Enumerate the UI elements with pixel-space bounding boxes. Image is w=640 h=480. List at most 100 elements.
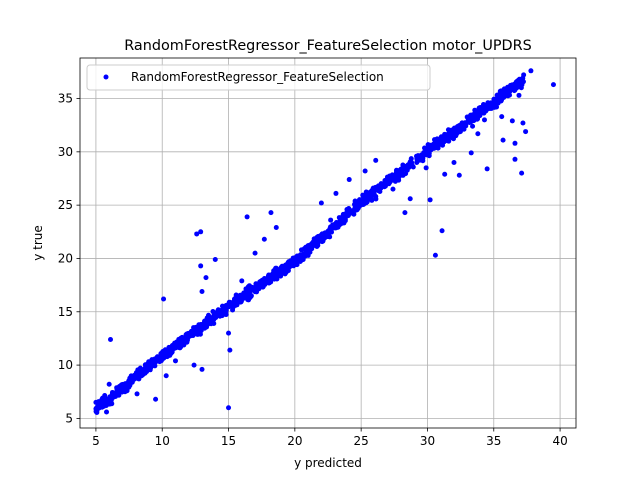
scatter-point: [309, 240, 315, 246]
scatter-point: [260, 283, 266, 289]
scatter-point: [432, 252, 438, 258]
scatter-point: [523, 129, 529, 135]
scatter-point: [223, 309, 229, 315]
x-tick-label: 25: [354, 434, 369, 448]
scatter-point: [97, 403, 103, 409]
scatter-point: [362, 168, 368, 174]
scatter-point: [293, 262, 299, 268]
scatter-point: [268, 210, 274, 216]
scatter-point: [366, 190, 372, 196]
scatter-point: [232, 296, 237, 302]
scatter-point: [426, 153, 432, 159]
x-tick-label: 40: [552, 434, 567, 448]
scatter-point: [227, 347, 233, 353]
y-tick-label: 30: [58, 145, 73, 159]
scatter-point: [439, 138, 445, 144]
scatter-point: [396, 174, 402, 180]
scatter-point: [230, 307, 236, 313]
scatter-point: [327, 234, 333, 240]
scatter-point: [305, 243, 311, 249]
scatter-point: [432, 145, 438, 151]
scatter-point: [390, 186, 396, 192]
scatter-point: [163, 373, 169, 379]
scatter-point: [153, 357, 158, 363]
scatter-point: [393, 167, 399, 173]
y-tick-label: 35: [58, 92, 73, 106]
scatter-point: [226, 405, 232, 411]
scatter-point: [475, 131, 481, 137]
scatter-point: [244, 293, 250, 299]
scatter-point: [408, 156, 414, 162]
y-tick-label: 25: [58, 198, 73, 212]
scatter-point: [352, 198, 358, 204]
scatter-point: [298, 247, 304, 253]
scatter-point: [439, 228, 445, 234]
x-tick-label: 20: [287, 434, 302, 448]
x-tick-label: 35: [486, 434, 501, 448]
scatter-point: [285, 265, 291, 271]
scatter-point: [177, 343, 183, 349]
plot-area-frame: [79, 57, 577, 429]
scatter-point: [203, 275, 209, 281]
scatter-point: [425, 148, 431, 154]
scatter-point: [403, 171, 409, 177]
scatter-point: [267, 273, 273, 279]
scatter-point: [470, 116, 476, 122]
scatter-point: [159, 353, 165, 359]
scatter-point: [450, 135, 456, 141]
scatter-point: [142, 370, 148, 376]
scatter-point: [501, 86, 507, 92]
scatter-point: [418, 155, 424, 161]
scatter-point: [184, 339, 190, 345]
scatter-point: [249, 286, 255, 292]
scatter-point: [252, 250, 258, 256]
scatter-point: [275, 273, 281, 279]
x-tick-label: 5: [92, 434, 100, 448]
y-axis-ticks: 5 10 15 20 25 30 35: [58, 92, 80, 425]
scatter-point: [512, 156, 518, 162]
scatter-point: [128, 380, 134, 386]
scatter-point: [320, 235, 326, 241]
scatter-point: [427, 197, 433, 203]
scatter-point: [365, 194, 371, 200]
scatter-point: [456, 172, 462, 178]
scatter-point: [484, 166, 490, 172]
legend: RandomForestRegressor_FeatureSelection: [86, 64, 431, 91]
scatter-point: [355, 205, 361, 211]
scatter-point: [217, 312, 223, 318]
scatter-point: [194, 231, 200, 237]
scatter-point: [227, 303, 233, 308]
scatter-point: [283, 269, 289, 275]
scatter-point: [346, 177, 352, 183]
scatter-point: [516, 82, 522, 88]
scatter-point: [130, 374, 136, 380]
legend-marker-icon: [103, 74, 109, 80]
scatter-point: [516, 92, 522, 98]
scatter-point: [137, 365, 143, 371]
scatter-point: [105, 397, 111, 403]
scatter-point: [451, 125, 457, 131]
scatter-point: [350, 209, 356, 215]
scatter-point: [481, 117, 487, 123]
scatter-point: [391, 176, 397, 182]
scatter-point: [191, 330, 197, 336]
scatter-point: [381, 183, 387, 189]
scatter-point: [199, 325, 205, 331]
scatter-point: [318, 200, 324, 206]
scatter-point: [233, 300, 239, 306]
scatter-point: [100, 395, 106, 401]
scatter-point: [509, 118, 515, 124]
scatter-point: [279, 269, 285, 275]
scatter-point: [169, 349, 175, 355]
scatter-point: [94, 410, 100, 416]
scatter-point: [93, 399, 99, 405]
scatter-point: [104, 409, 110, 415]
x-axis-label: y predicted: [294, 456, 362, 470]
legend-label: RandomForestRegressor_FeatureSelection: [131, 70, 384, 84]
scatter-point: [199, 289, 205, 295]
scatter-point: [244, 288, 250, 294]
scatter-point: [239, 278, 245, 284]
scatter-point: [407, 196, 413, 202]
scatter-point: [244, 214, 250, 220]
scatter-point: [215, 308, 221, 314]
